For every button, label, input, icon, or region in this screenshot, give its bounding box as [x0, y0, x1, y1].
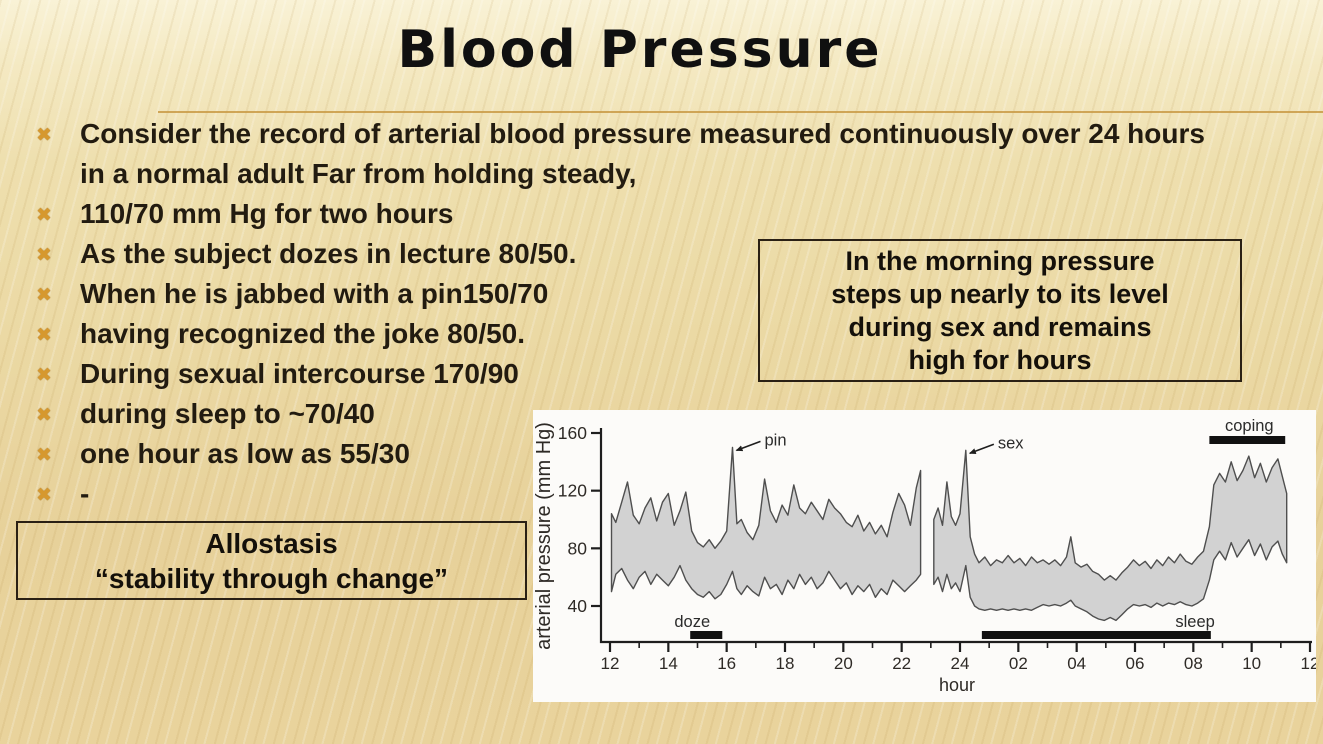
x-tick-label: 02	[1009, 654, 1028, 673]
axis-lines	[599, 428, 1312, 644]
y-tick-label: 40	[568, 596, 588, 616]
bullet-x-icon: ✖	[36, 364, 52, 386]
bullet-text: As the subject dozes in lecture 80/50.	[80, 238, 577, 269]
annotation-label-pin: pin	[765, 431, 787, 449]
x-tick-label: 10	[1242, 654, 1261, 673]
chart-canvas: 40 80 120 160 12 14 16 18 20 22 24 02 04 06 08 10 12 arte…	[533, 417, 1316, 695]
bullet-x-icon: ✖	[36, 284, 52, 306]
bullet-item: ✖ having recognized the joke 80/50.	[30, 314, 1205, 354]
x-tick-label: 18	[776, 654, 795, 673]
bullet-item: ✖ -	[30, 474, 1205, 514]
bullet-x-icon: ✖	[36, 404, 52, 426]
x-tick-label: 16	[717, 654, 736, 673]
bullet-item: ✖ When he is jabbed with a pin150/70	[30, 274, 1205, 314]
x-tick-label: 06	[1126, 654, 1145, 673]
morning-note-line: steps up nearly to its level	[831, 278, 1169, 309]
x-axis-title: hour	[939, 675, 975, 695]
bullet-text: during sleep to ~70/40	[80, 398, 375, 429]
y-tick-label: 80	[568, 538, 588, 558]
bullet-item: ✖ one hour as low as 55/30	[30, 434, 1205, 474]
bullet-x-icon: ✖	[36, 444, 52, 466]
bullet-item: ✖ As the subject dozes in lecture 80/50.	[30, 234, 1205, 274]
x-tick-label: 08	[1184, 654, 1203, 673]
y-tick-label: 120	[558, 481, 587, 501]
y-tick-label: 160	[558, 423, 587, 443]
bullet-text: When he is jabbed with a pin150/70	[80, 278, 549, 309]
morning-note-box: In the morning pressure steps up nearly …	[758, 239, 1242, 382]
x-tick-label: 12	[1301, 654, 1316, 673]
event-bar-coping	[1209, 436, 1286, 444]
event-label-doze: doze	[674, 613, 710, 631]
bullet-text: 110/70 mm Hg for two hours	[80, 198, 454, 229]
slide-title: Blood Pressure	[397, 20, 883, 80]
x-tick-label: 12	[601, 654, 620, 673]
bullet-x-icon: ✖	[36, 124, 52, 146]
title-divider	[158, 111, 1323, 113]
event-bar-doze	[690, 631, 723, 639]
annotation-label-sex: sex	[998, 434, 1024, 452]
x-tick-label: 22	[892, 654, 911, 673]
bullet-item: ✖ During sexual intercourse 170/90	[30, 354, 1205, 394]
annotation-arrow-sex	[968, 443, 995, 455]
bullet-text: having recognized the joke 80/50.	[80, 318, 526, 349]
morning-note-line: during sex and remains	[848, 311, 1152, 342]
bullet-list: ✖ Consider the record of arterial blood p…	[30, 114, 1205, 514]
bullet-item: ✖ 110/70 mm Hg for two hours	[30, 194, 1205, 234]
bullet-text: one hour as low as 55/30	[80, 438, 410, 469]
pressure-chart: 40 80 120 160 12 14 16 18 20 22 24 02 04 06 08 10 12 arte…	[533, 410, 1316, 702]
annotation-arrow-pin	[735, 440, 761, 452]
event-label-sleep: sleep	[1175, 613, 1214, 631]
bullet-text: During sexual intercourse 170/90	[80, 358, 519, 389]
x-tick-label: 14	[659, 654, 678, 673]
x-tick-label: 20	[834, 654, 853, 673]
bullet-x-icon: ✖	[36, 244, 52, 266]
bullet-x-icon: ✖	[36, 204, 52, 226]
bullet-x-icon: ✖	[36, 324, 52, 346]
bullet-item: ✖ Consider the record of arterial blood p…	[30, 114, 1205, 194]
event-bar-sleep	[981, 631, 1211, 639]
allostasis-subtitle: “stability through change”	[94, 562, 449, 594]
bullet-text: -	[80, 478, 90, 509]
bullet-item: ✖ during sleep to ~70/40	[30, 394, 1205, 434]
event-label-coping: coping	[1225, 417, 1274, 435]
pressure-band-segment	[933, 449, 1288, 622]
allostasis-title: Allostasis	[205, 527, 338, 559]
x-tick-label: 04	[1067, 654, 1086, 673]
y-axis-title: arterial pressure (mm Hg)	[533, 422, 555, 650]
pressure-band-segment	[610, 446, 922, 600]
bullet-x-icon: ✖	[36, 484, 52, 506]
allostasis-box: Allostasis “stability through change”	[16, 521, 527, 600]
bullet-text: Consider the record of arterial blood pr…	[80, 118, 1205, 189]
x-tick-label: 24	[951, 654, 970, 673]
morning-note-line: high for hours	[908, 344, 1092, 375]
morning-note-line: In the morning pressure	[845, 245, 1155, 276]
